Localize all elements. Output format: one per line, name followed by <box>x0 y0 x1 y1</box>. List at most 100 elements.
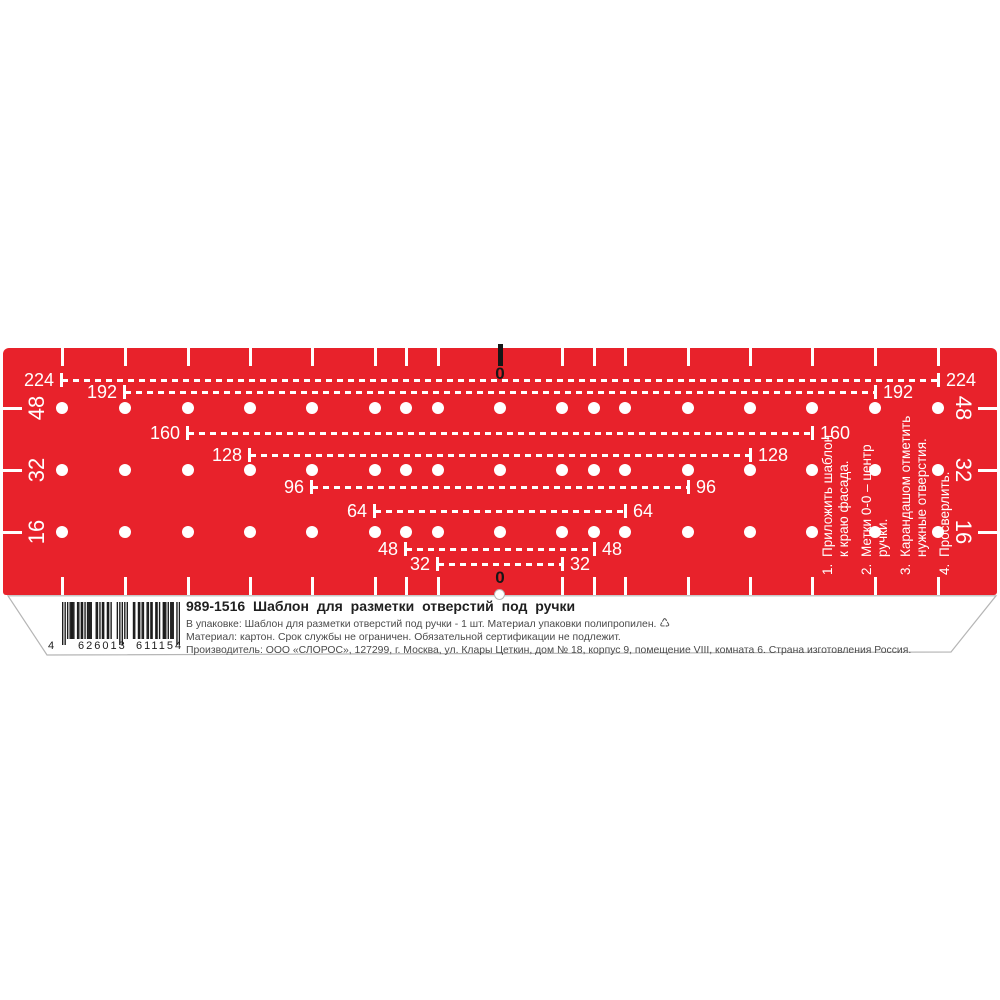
barcode: 4 626013 611154 <box>48 601 182 655</box>
top-tick <box>248 348 252 366</box>
barcode-digits-group1: 626013 <box>78 640 127 652</box>
dimension-label-right: 224 <box>946 370 977 390</box>
barcode-bars <box>62 602 180 645</box>
barcode-digits-group2: 611154 <box>136 640 184 652</box>
manufacturer-info: Производитель: ООО «СЛОРОС», 127299, г. … <box>186 645 912 656</box>
top-tick <box>748 348 752 366</box>
top-tick <box>436 348 440 366</box>
dimension-cap-left <box>373 504 376 518</box>
hole <box>306 464 318 476</box>
bottom-tick <box>748 577 752 595</box>
strip-outline <box>6 595 998 656</box>
dimension-cap-left <box>310 480 313 494</box>
bottom-tick <box>310 577 314 595</box>
row-distance-label-left: 16 <box>24 519 49 545</box>
center-top-tick <box>497 344 503 366</box>
hole <box>682 526 694 538</box>
hole <box>556 526 568 538</box>
dimension-line <box>406 547 594 551</box>
top-tick <box>686 348 690 366</box>
dimension-label-left: 128 <box>211 445 242 465</box>
hole <box>432 464 444 476</box>
dimension-line <box>125 390 875 394</box>
hole <box>369 464 381 476</box>
bottom-tick <box>560 577 564 595</box>
dimension-label-left: 64 <box>346 501 367 521</box>
hole <box>932 402 944 414</box>
hole <box>494 526 506 538</box>
row-distance-label-right: 16 <box>951 519 976 545</box>
hole <box>182 464 194 476</box>
bottom-tick <box>248 577 252 595</box>
dimension-cap-left <box>404 542 407 556</box>
hole <box>744 464 756 476</box>
dimension-line <box>375 509 625 513</box>
hole <box>244 464 256 476</box>
instruction-text: Карандашом отметить нужные отверстия. <box>898 415 929 557</box>
hole <box>806 526 818 538</box>
top-tick <box>404 348 408 366</box>
dimension-label-right: 64 <box>633 501 654 521</box>
dimension-label-right: 128 <box>758 445 789 465</box>
hole <box>119 402 131 414</box>
hole <box>619 402 631 414</box>
hole <box>306 402 318 414</box>
hole <box>400 464 412 476</box>
top-tick <box>623 348 627 366</box>
hole <box>400 402 412 414</box>
dimension-label-right: 192 <box>883 382 914 402</box>
package-info-text: В упаковке: Шаблон для разметки отверсти… <box>186 619 657 630</box>
dimension-line <box>438 562 562 566</box>
hole <box>806 402 818 414</box>
hole <box>588 464 600 476</box>
hole <box>806 464 818 476</box>
dimension-cap-right <box>561 557 564 571</box>
instruction-item: 3. Карандашом отметить нужные отверстия. <box>898 415 929 575</box>
hole <box>244 526 256 538</box>
dimension-label-right: 48 <box>602 539 623 559</box>
instruction-number: 3. <box>898 563 913 575</box>
zero-bottom-label: 0 <box>495 568 505 587</box>
dimension-line <box>188 431 812 435</box>
zero-top-label: 0 <box>495 364 505 383</box>
hole <box>869 464 881 476</box>
row-distance-label-right: 32 <box>951 457 976 483</box>
top-tick <box>60 348 64 366</box>
right-edge-tick <box>978 530 997 534</box>
dimension-label-left: 224 <box>23 370 54 390</box>
hole <box>682 402 694 414</box>
material-info: Материал: картон. Срок службы не огранич… <box>186 632 621 643</box>
hole <box>400 526 412 538</box>
hole <box>744 402 756 414</box>
hole <box>619 526 631 538</box>
bottom-tick <box>60 577 64 595</box>
dimension-cap-left <box>436 557 439 571</box>
instruction-text: Приложить шаблон к краю фасада. <box>820 434 851 557</box>
dimension-cap-left <box>248 448 251 462</box>
dimension-label-left: 192 <box>86 382 117 402</box>
package-info: В упаковке: Шаблон для разметки отверсти… <box>186 617 986 631</box>
dimension-cap-left <box>123 385 126 399</box>
bottom-tick <box>686 577 690 595</box>
hole <box>369 526 381 538</box>
barcode-digit-left: 4 <box>48 640 56 652</box>
dimension-line <box>62 378 938 382</box>
dimension-cap-left <box>60 373 63 387</box>
dimension-label-left: 96 <box>283 477 304 497</box>
hole <box>56 464 68 476</box>
dimension-label-left: 32 <box>409 554 430 574</box>
hole <box>182 526 194 538</box>
top-tick <box>873 348 877 366</box>
bottom-tick <box>592 577 596 595</box>
product-title: 989-1516 Шаблон для разметки отверстий п… <box>186 598 576 614</box>
hole <box>244 402 256 414</box>
hole <box>869 526 881 538</box>
hole <box>494 402 506 414</box>
instruction-number: 2. <box>859 563 874 575</box>
hole <box>182 402 194 414</box>
hole <box>494 464 506 476</box>
hole <box>56 402 68 414</box>
bottom-tick <box>404 577 408 595</box>
hole <box>682 464 694 476</box>
bottom-tick <box>436 577 440 595</box>
